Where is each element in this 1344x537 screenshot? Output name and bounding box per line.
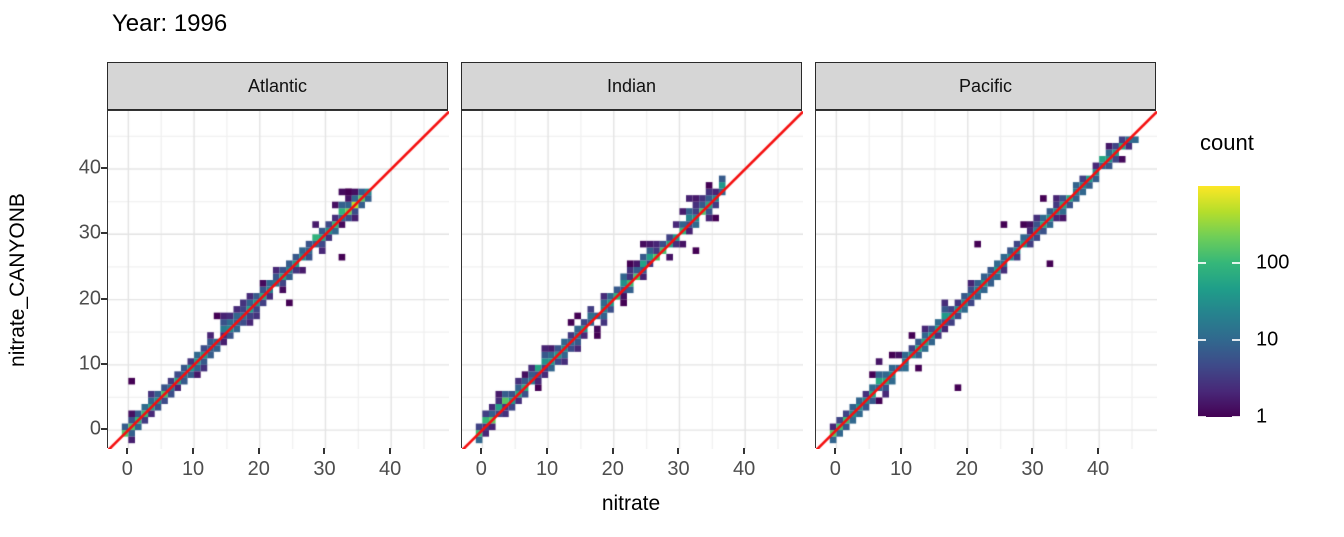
x-tick-mark — [1031, 448, 1034, 454]
x-axis-label: nitrate — [601, 492, 661, 515]
legend-title: count — [1200, 130, 1254, 155]
facet-strip-pacific: Pacific — [815, 62, 1156, 110]
legend-tick-label: 10 — [1256, 328, 1279, 351]
y-tick-label: 20 — [78, 287, 101, 310]
x-tick-mark — [126, 448, 129, 454]
x-tick-label: 30 — [313, 458, 336, 480]
x-tick-mark — [900, 448, 903, 454]
facet-strip-indian: Indian — [461, 62, 802, 110]
x-tick-mark — [257, 448, 260, 454]
x-tick-label: 20 — [601, 458, 624, 480]
y-tick-label: 40 — [78, 156, 101, 179]
panel-indian — [461, 110, 803, 449]
legend-tick-mark — [1232, 416, 1240, 418]
x-tick-mark — [965, 448, 968, 454]
y-tick-mark — [101, 232, 107, 235]
panel-pacific — [815, 110, 1157, 449]
x-tick-label: 30 — [667, 458, 690, 480]
x-tick-label: 40 — [379, 458, 402, 480]
x-tick-mark — [611, 448, 614, 454]
panel-canvas-indian — [462, 111, 803, 449]
x-tick-mark — [192, 448, 195, 454]
legend-tick-mark — [1232, 339, 1240, 341]
legend-tick-mark — [1198, 339, 1206, 341]
panel-canvas-pacific — [816, 111, 1157, 449]
y-tick-label: 0 — [89, 417, 101, 440]
legend-tick-label: 100 — [1256, 251, 1290, 274]
y-tick-mark — [101, 428, 107, 431]
x-tick-mark — [1097, 448, 1100, 454]
legend-tick-mark — [1198, 416, 1206, 418]
y-tick-label: 30 — [78, 221, 101, 244]
x-tick-label: 0 — [475, 458, 487, 480]
x-tick-label: 10 — [181, 458, 205, 480]
panel-canvas-atlantic — [108, 111, 449, 449]
facet-strip-atlantic: Atlantic — [107, 62, 448, 110]
x-tick-mark — [480, 448, 483, 454]
y-tick-label: 10 — [78, 352, 101, 375]
y-axis-label: nitrate_CANYONB — [6, 193, 29, 367]
x-tick-label: 10 — [535, 458, 559, 480]
x-tick-mark — [743, 448, 746, 454]
x-tick-label: 0 — [829, 458, 841, 480]
panel-atlantic — [107, 110, 449, 449]
legend-tick-label: 1 — [1256, 405, 1268, 428]
x-tick-label: 10 — [889, 458, 913, 480]
legend-tick-mark — [1198, 261, 1206, 264]
y-tick-mark — [101, 297, 107, 300]
x-tick-mark — [834, 448, 837, 454]
x-tick-mark — [323, 448, 326, 454]
legend-tick-mark — [1232, 261, 1240, 264]
x-tick-label: 40 — [1087, 458, 1110, 480]
x-tick-label: 0 — [121, 458, 133, 480]
x-tick-mark — [677, 448, 680, 454]
plot-title: Year: 1996 — [112, 10, 228, 37]
x-tick-label: 20 — [247, 458, 270, 480]
legend-gradient-bar — [1198, 186, 1240, 417]
y-tick-mark — [101, 167, 107, 170]
x-tick-label: 40 — [733, 458, 756, 480]
y-tick-mark — [101, 362, 107, 365]
x-tick-label: 20 — [955, 458, 978, 480]
x-tick-mark — [389, 448, 392, 454]
x-tick-label: 30 — [1021, 458, 1044, 480]
x-tick-mark — [546, 448, 549, 454]
